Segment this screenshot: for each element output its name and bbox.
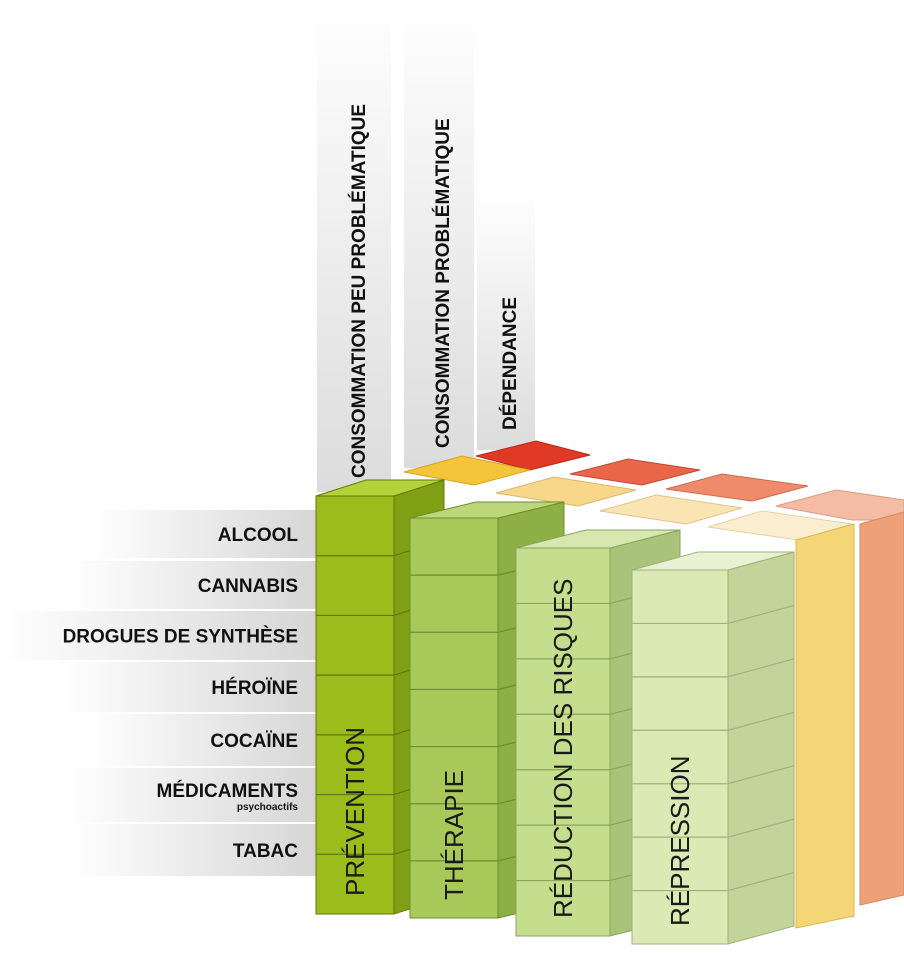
header-band-peu [317,0,391,492]
substance-label-alcool: ALCOOL [218,525,299,546]
pillar-label-repression: RÉPRESSION [665,756,695,927]
substance-labels: ALCOOL CANNABIS DROGUES DE SYNTHÈSE HÉROÏNE… [63,525,299,862]
pillar-repression: RÉPRESSION [631,551,795,945]
column-headers: CONSOMMATION PEU PROBLÉMATIQUE CONSOMMAT… [348,104,521,478]
row-bands [0,510,317,876]
row-band-alcool [92,510,317,558]
row-band-tabac [70,824,317,876]
header-dependance: DÉPENDANCE [499,297,521,430]
pillars: PRÉVENTION THÉRAPIE RÉDUCTION DES RISQUES R… [315,479,795,945]
header-peu-problematique: CONSOMMATION PEU PROBLÉMATIQUE [348,104,370,478]
top-red-2 [569,458,701,486]
pillar-side-row-line [727,711,795,731]
row-band-medicaments [66,768,317,822]
substance-label-tabac: TABAC [233,841,298,862]
top-orange-4 [707,510,853,541]
pillar-side-row-line [727,604,795,625]
back-salmon-top [775,489,904,521]
row-band-cocaine [90,714,317,766]
substance-label-cannabis: CANNABIS [198,576,298,597]
back-salmon-face [859,511,904,906]
cube-back-layers [403,440,904,929]
pillar-side-row-line [727,658,795,678]
pillar-front-reduction [515,547,611,937]
pillar-label-reduction: RÉDUCTION DES RISQUES [548,579,578,919]
pillar-front-therapie [409,517,499,919]
substance-label-cocaine: COCAÏNE [210,731,298,752]
row-band-heroine [60,662,317,712]
top-orange-3 [599,494,743,525]
header-problematique: CONSOMMATION PROBLÉMATIQUE [432,118,454,448]
top-red-1 [475,440,591,471]
substance-label-heroine: HÉROÏNE [211,677,298,699]
pillar-front-prevention [315,495,395,915]
pillar-side-row-line [727,818,795,838]
pillar-label-therapie: THÉRAPIE [439,770,469,900]
pillar-label-prevention: PRÉVENTION [340,727,370,896]
substance-label-medicaments: MÉDICAMENTS [157,780,298,802]
pillar-side-row-line [727,765,795,785]
row-band-synthese [0,611,317,660]
header-band-prob [404,0,474,468]
pillar-front-repression [631,569,729,945]
back-yellow-face [795,523,855,929]
column-header-bands [317,0,535,492]
substance-sublabel-medicaments: psychoactifs [237,802,299,813]
pillar-side-row-line [727,871,795,892]
header-band-dep [477,190,535,450]
pillar-side-repression [727,551,795,945]
top-orange-1 [403,455,531,486]
substance-label-synthese: DROGUES DE SYNTHÈSE [63,626,298,648]
row-band-cannabis [70,561,317,609]
top-red-3 [665,473,809,502]
